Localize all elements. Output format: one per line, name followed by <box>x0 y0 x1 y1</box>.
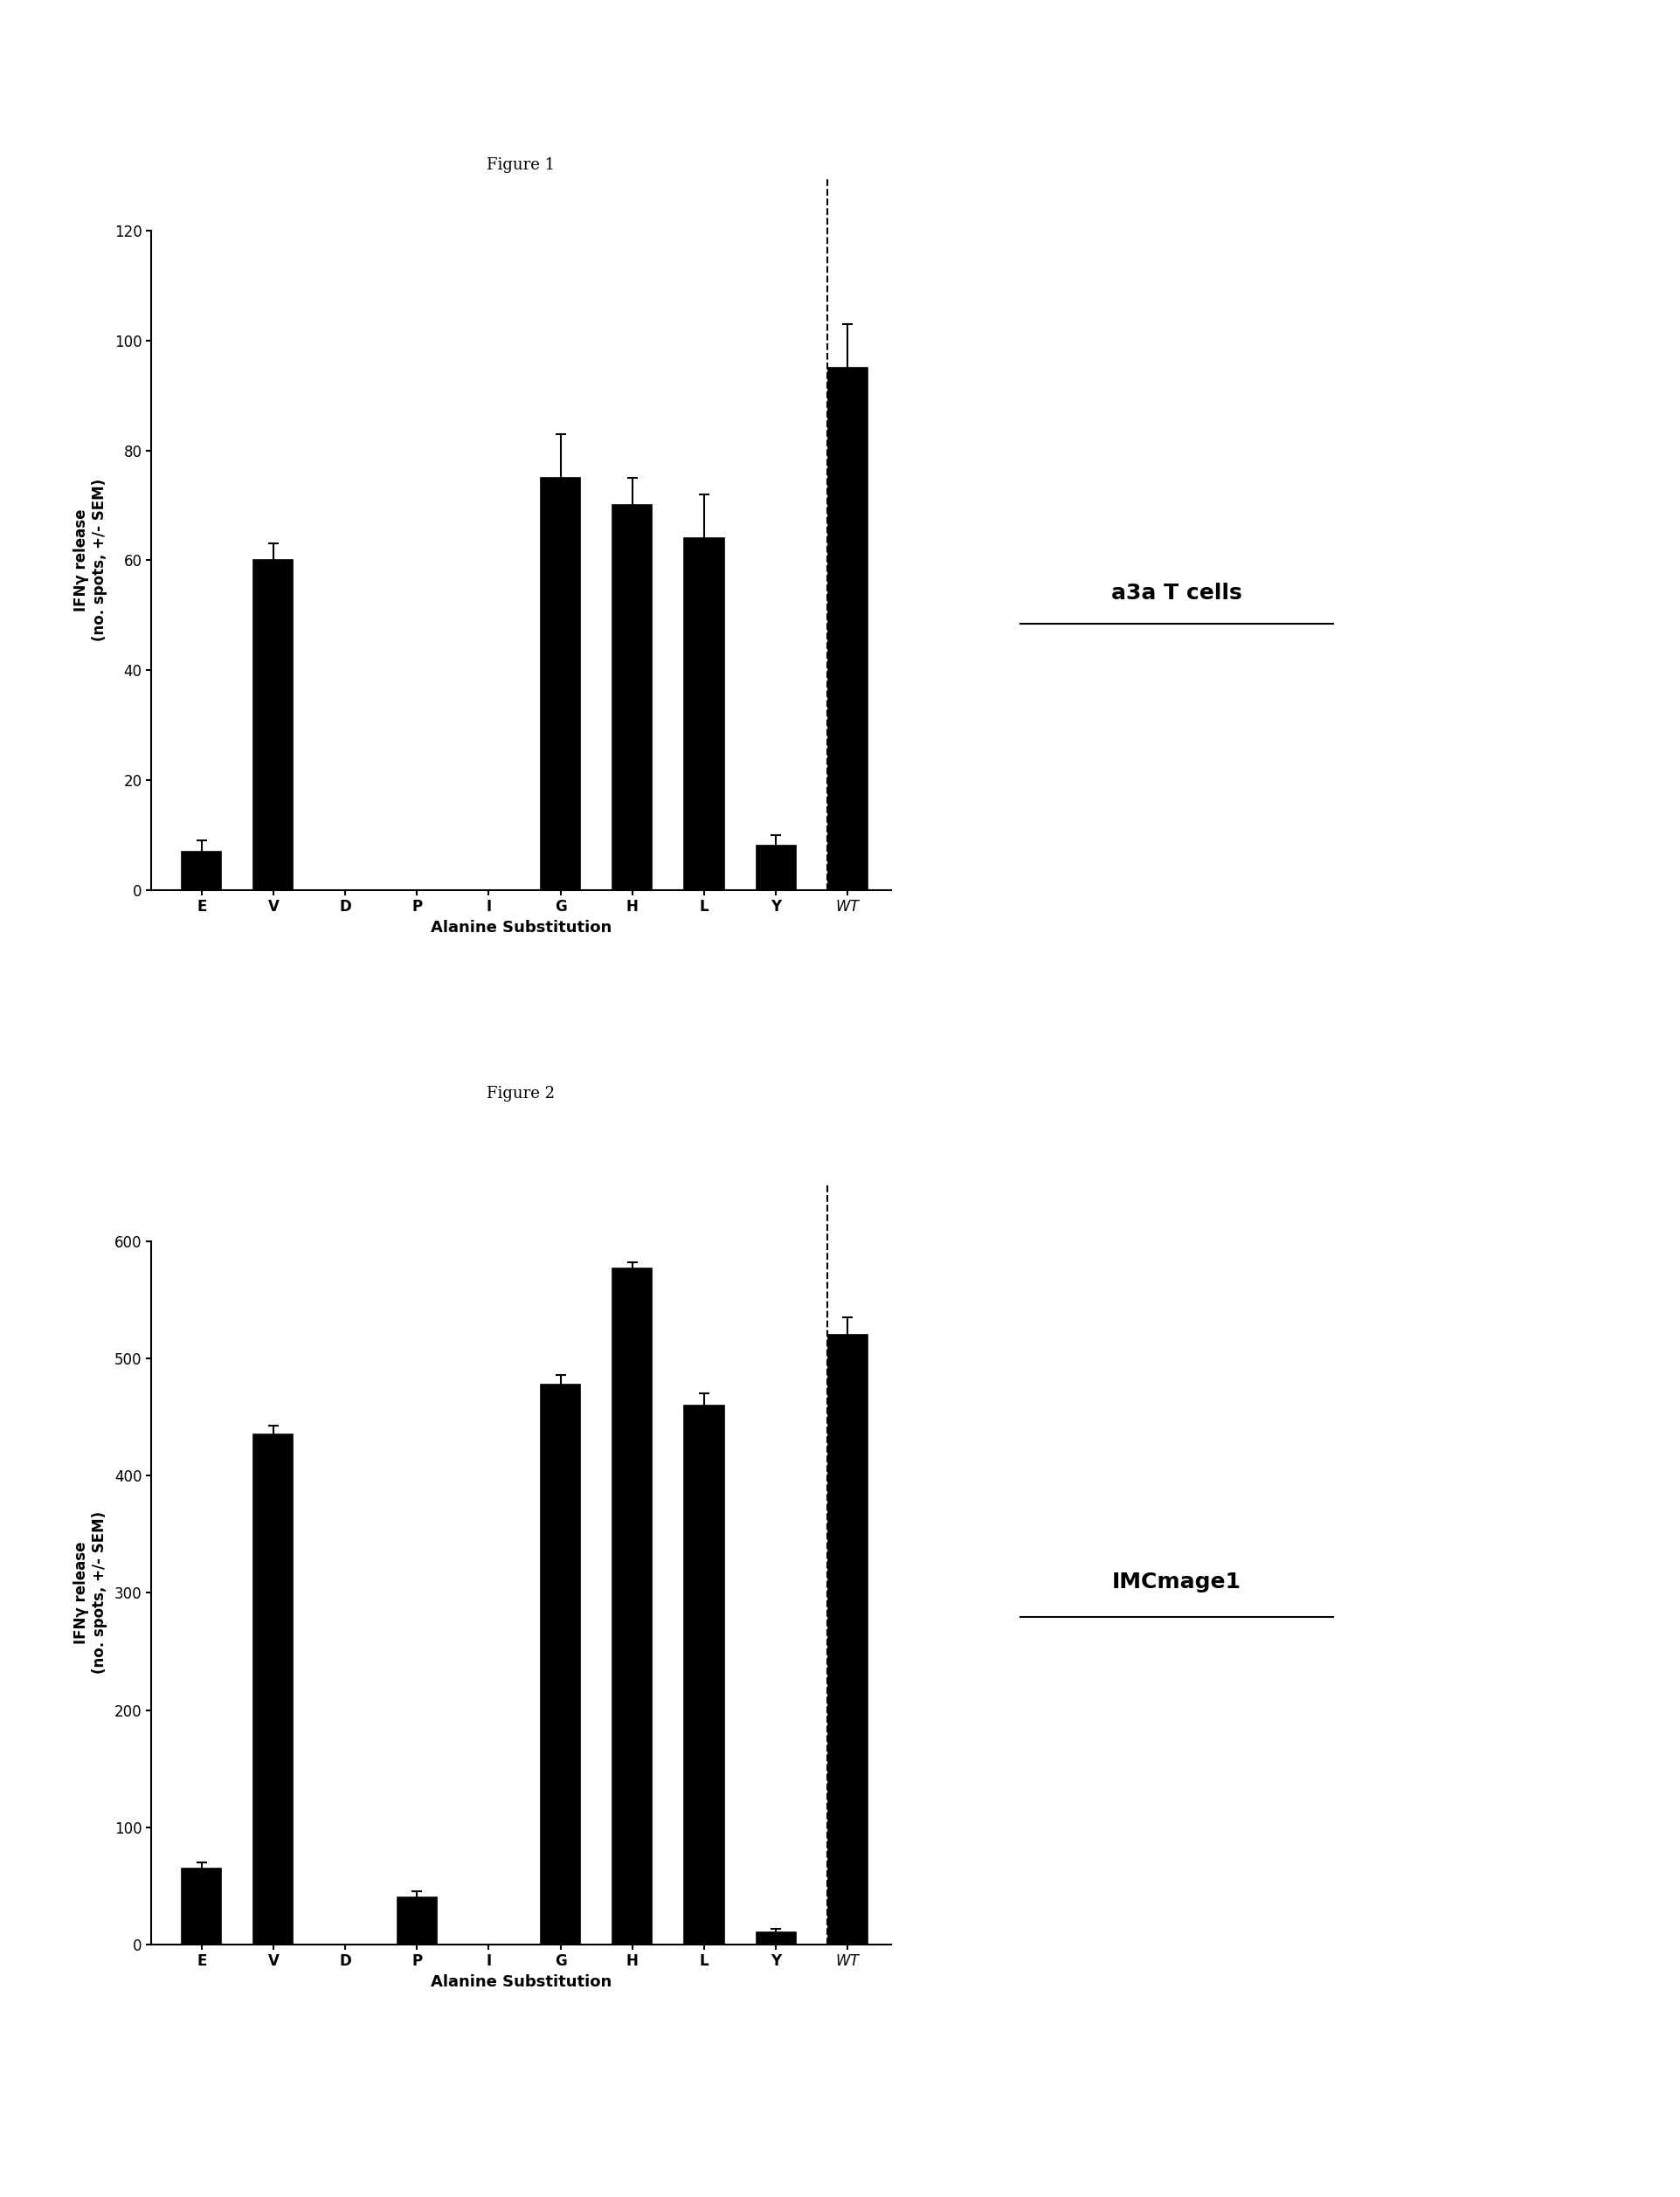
Y-axis label: IFNγ release
(no. spots, +/- SEM): IFNγ release (no. spots, +/- SEM) <box>74 1512 108 1674</box>
Text: IMCmage1: IMCmage1 <box>1112 1571 1240 1593</box>
Bar <box>396 1898 437 1944</box>
Bar <box>756 1933 795 1944</box>
Bar <box>181 1867 222 1944</box>
Bar <box>612 1268 652 1944</box>
Bar <box>828 1336 867 1944</box>
Text: a3a T cells: a3a T cells <box>1110 582 1242 604</box>
Bar <box>181 850 222 890</box>
Bar <box>612 505 652 890</box>
Y-axis label: IFNγ release
(no. spots, +/- SEM): IFNγ release (no. spots, +/- SEM) <box>74 479 108 642</box>
X-axis label: Alanine Substitution: Alanine Substitution <box>430 921 612 936</box>
Text: Figure 2: Figure 2 <box>487 1085 554 1103</box>
Bar <box>756 846 795 890</box>
Bar <box>684 538 724 890</box>
Bar <box>541 477 580 890</box>
Bar <box>828 367 867 890</box>
Bar <box>254 1435 292 1944</box>
Bar <box>254 560 292 890</box>
X-axis label: Alanine Substitution: Alanine Substitution <box>430 1975 612 1990</box>
Bar <box>541 1384 580 1944</box>
Text: Figure 1: Figure 1 <box>487 156 554 174</box>
Bar <box>684 1406 724 1944</box>
